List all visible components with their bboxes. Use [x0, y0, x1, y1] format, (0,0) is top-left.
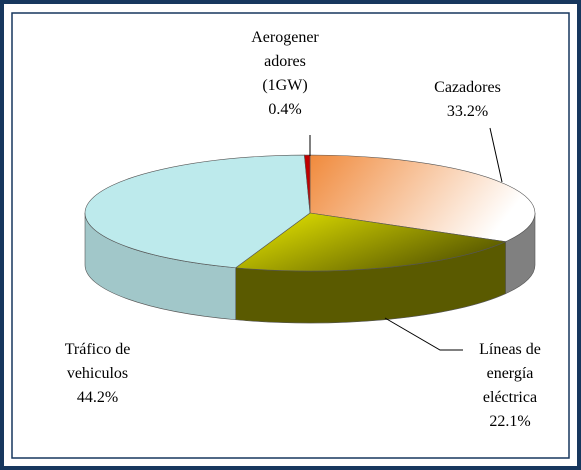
slice-label: Tráfico de vehiculos 44.2% — [45, 338, 150, 410]
value-label: 22.1% — [489, 413, 531, 430]
category-label: Líneas de energía eléctrica — [479, 341, 541, 406]
inner-border — [11, 12, 570, 459]
value-label: 33.2% — [446, 103, 489, 120]
slice — [84, 154, 311, 269]
category-label: Aerogeneradores (1GW) — [251, 29, 319, 94]
value-label: 44.2% — [76, 389, 119, 406]
slice — [309, 154, 536, 242]
leader-line — [489, 127, 503, 183]
category-label: Cazadores — [434, 79, 501, 96]
value-label: 0.4% — [268, 101, 302, 118]
category-label: Tráfico de vehiculos — [64, 341, 131, 382]
slice-label: Cazadores 33.2% — [420, 76, 515, 124]
slice — [234, 212, 507, 272]
slice-label: Aerogeneradores (1GW) 0.4% — [248, 26, 322, 122]
leader-line — [384, 317, 463, 351]
slice-label: Líneas de energía eléctrica 22.1% — [465, 338, 555, 434]
